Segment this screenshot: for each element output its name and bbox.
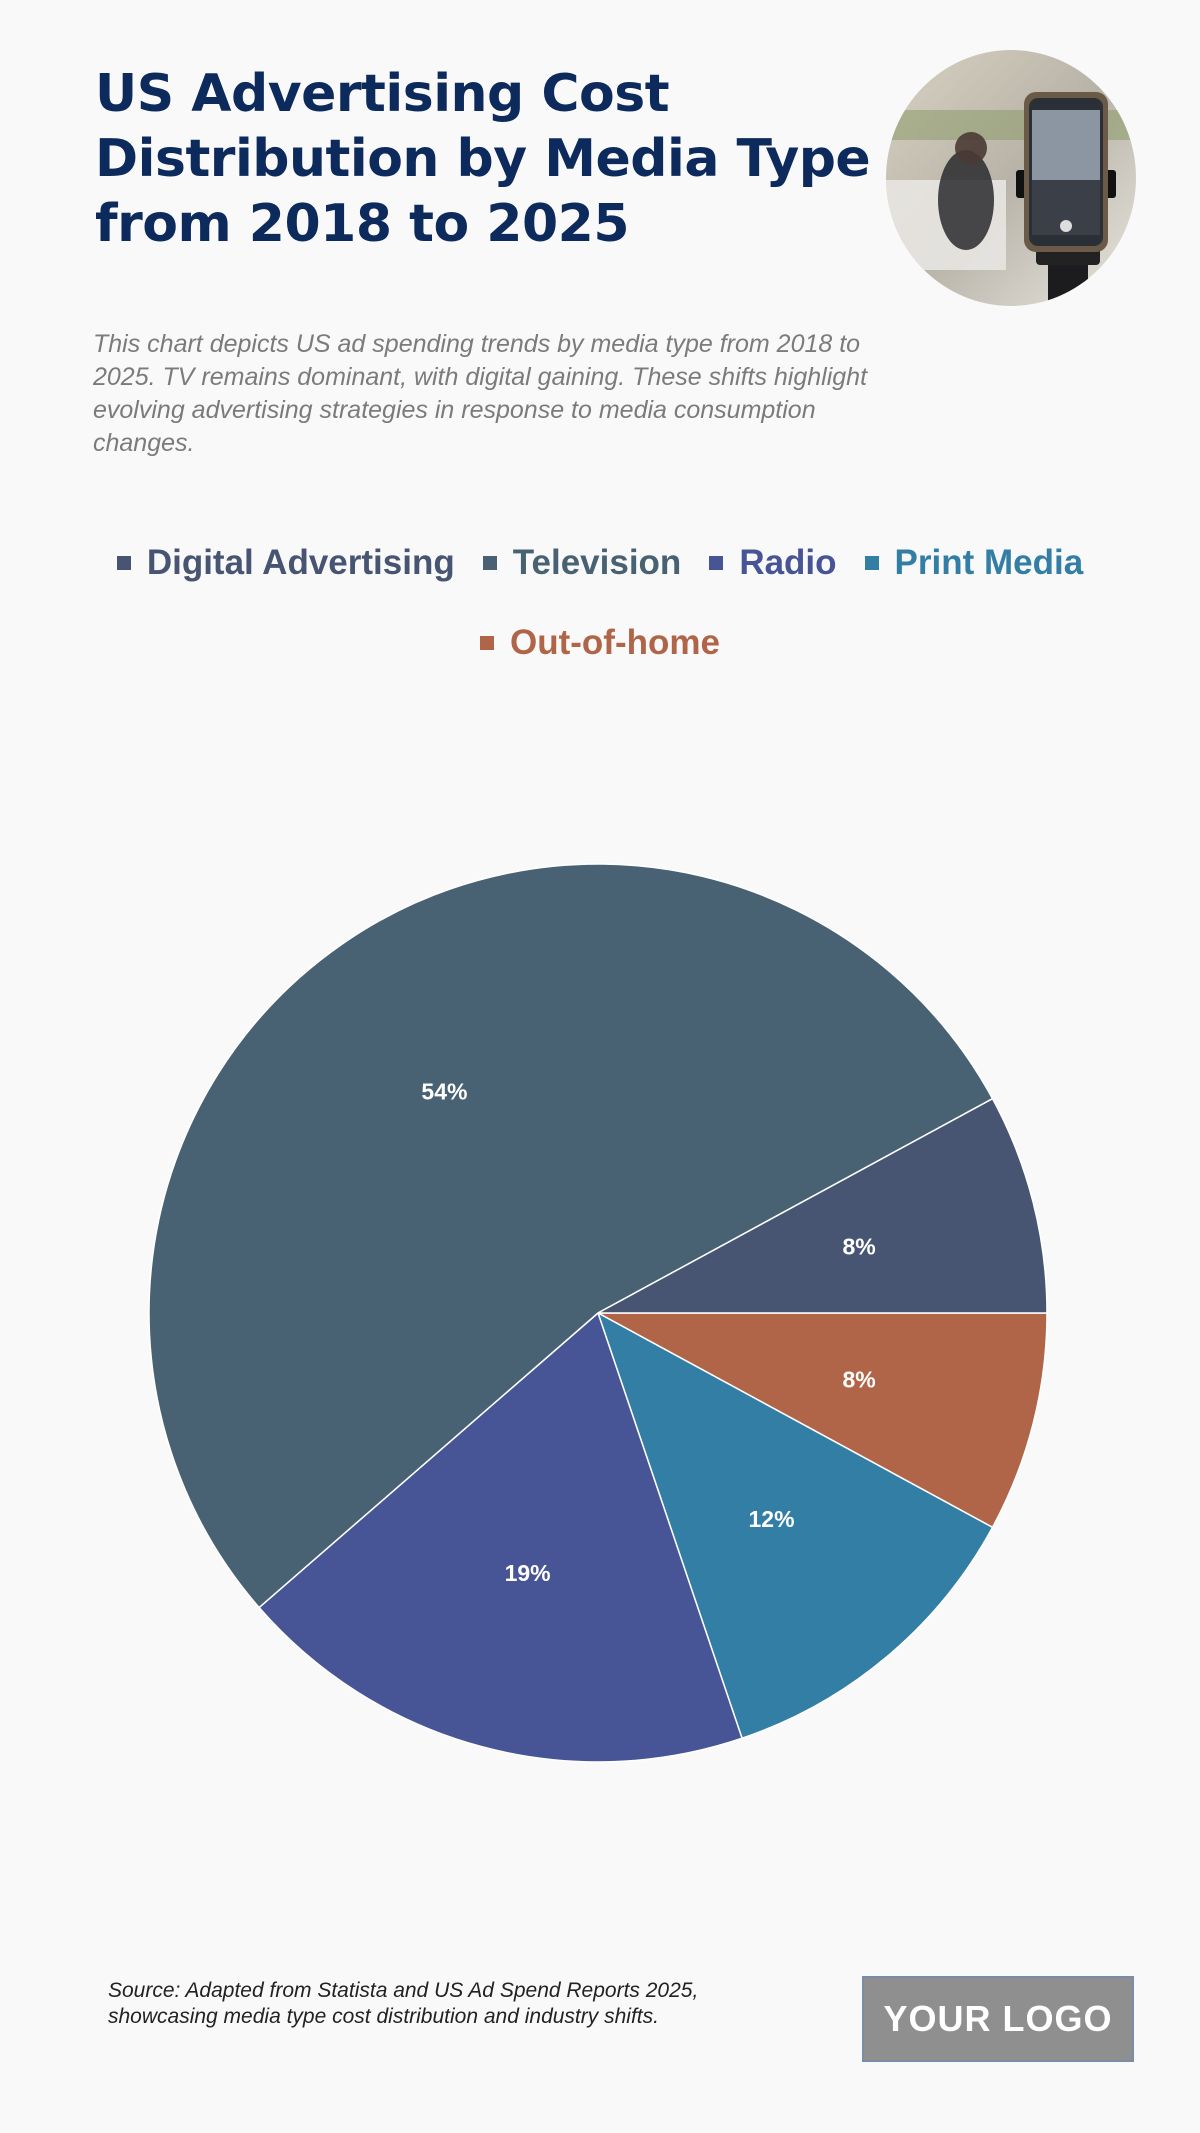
slice-label: 12% <box>748 1506 794 1532</box>
pie-slice <box>597 1097 1048 1314</box>
legend-swatch <box>482 556 497 570</box>
legend-item: Television <box>482 540 682 586</box>
legend-swatch <box>116 556 131 570</box>
slice-label: 8% <box>842 1366 875 1392</box>
chart-legend: Digital Advertising Television Radio Print … <box>60 540 1140 666</box>
pie-slice <box>148 863 994 1609</box>
chart-description: This chart depicts US ad spending trends… <box>93 330 868 457</box>
legend-label: Radio <box>739 543 837 582</box>
legend-item: Radio <box>709 540 837 586</box>
legend-swatch <box>480 636 495 650</box>
page-title: US Advertising Cost Distribution by Medi… <box>95 64 871 254</box>
logo-placeholder: YOUR LOGO <box>862 1976 1134 2062</box>
legend-item: Out-of-home <box>480 620 720 666</box>
slice-label: 19% <box>505 1560 551 1586</box>
source-note: Source: Adapted from Statista and US Ad … <box>108 1979 699 2028</box>
legend-label: Out-of-home <box>510 623 720 662</box>
legend-item: Print Media <box>864 540 1084 586</box>
pie-slice <box>596 1311 994 1740</box>
legend-item: Digital Advertising <box>116 540 455 586</box>
pie-slice <box>597 1312 1048 1529</box>
header-photo <box>886 50 1136 306</box>
legend-swatch <box>709 556 724 570</box>
pie-slice <box>258 1311 744 1763</box>
legend-label: Television <box>512 543 682 582</box>
legend-label: Digital Advertising <box>146 543 455 582</box>
phone-on-tripod-image <box>886 50 1136 306</box>
legend-swatch <box>864 556 879 570</box>
slice-label: 8% <box>842 1234 875 1260</box>
legend-label: Print Media <box>894 543 1084 582</box>
slice-label: 54% <box>421 1079 467 1105</box>
